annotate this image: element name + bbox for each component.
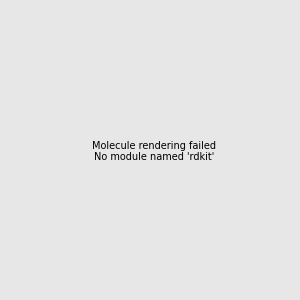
Text: Molecule rendering failed
No module named 'rdkit': Molecule rendering failed No module name… — [92, 141, 216, 162]
